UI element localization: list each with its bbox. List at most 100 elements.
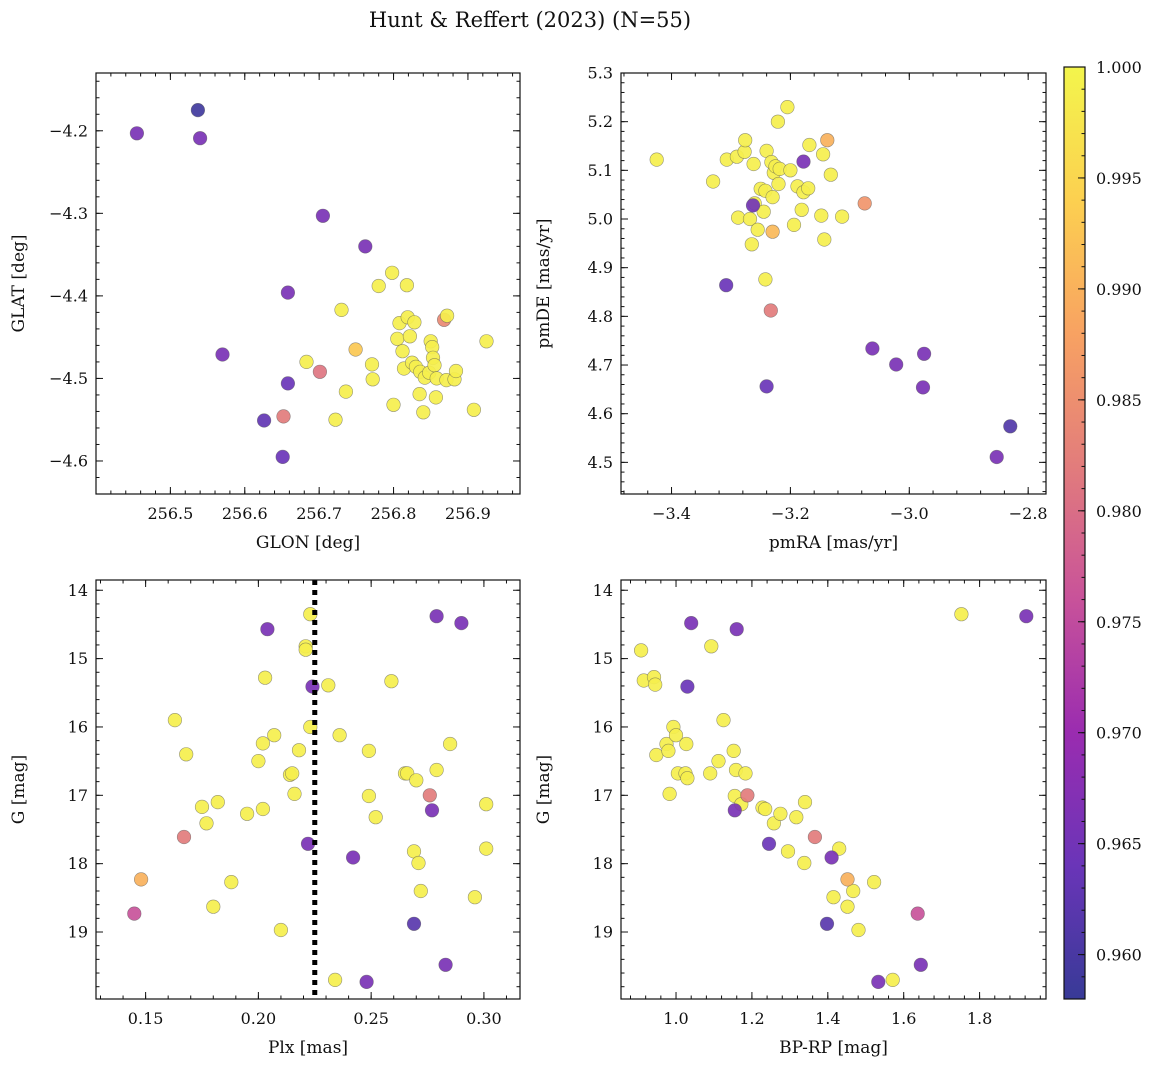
data-point	[871, 974, 886, 990]
data-point	[194, 799, 210, 815]
data-point	[298, 642, 313, 657]
data-point	[814, 208, 829, 223]
data-point	[704, 639, 719, 654]
data-point	[334, 302, 349, 318]
data-point	[727, 803, 742, 818]
y-tick-label: −4.5	[49, 369, 88, 388]
data-point	[440, 308, 455, 323]
y-tick-label: 14	[593, 581, 613, 600]
data-point	[348, 342, 363, 357]
data-point	[412, 387, 427, 402]
data-point	[705, 174, 721, 189]
data-point	[680, 771, 695, 786]
data-point	[321, 678, 336, 693]
data-point	[210, 794, 225, 810]
data-point	[989, 449, 1004, 465]
data-point	[744, 237, 759, 252]
data-point	[328, 972, 343, 988]
data-point	[648, 677, 663, 692]
data-point	[758, 801, 773, 817]
data-point	[448, 363, 464, 379]
data-point	[824, 850, 839, 865]
data-point	[240, 806, 255, 821]
data-point	[402, 329, 418, 344]
data-point	[1019, 609, 1034, 624]
data-point	[916, 346, 932, 361]
data-point	[466, 402, 482, 417]
x-tick-label: −3.2	[771, 504, 810, 523]
data-point	[361, 788, 377, 804]
colorbar-tick-label: 0.960	[1096, 946, 1142, 965]
x-tick-label: 1.6	[891, 1009, 916, 1028]
data-point	[765, 190, 780, 205]
x-axis-label: GLON [deg]	[256, 533, 360, 553]
y-tick-label: 18	[593, 854, 613, 873]
data-point	[746, 156, 761, 172]
x-tick-label: 256.8	[371, 504, 417, 523]
y-axis-label: pmDE [mas/yr]	[534, 218, 554, 348]
data-point	[820, 133, 835, 148]
data-point	[910, 906, 925, 921]
figure-title: Hunt & Reffert (2023) (N=55)	[369, 8, 691, 32]
axes-frame	[620, 72, 1047, 495]
x-tick-label: 0.20	[241, 1009, 277, 1028]
axes-frame	[95, 72, 521, 495]
data-point	[280, 376, 296, 391]
data-point	[801, 181, 816, 196]
x-tick-label: 0.30	[466, 1009, 502, 1028]
data-point	[865, 341, 880, 356]
data-point	[429, 609, 444, 624]
data-point	[386, 397, 401, 412]
data-point	[729, 622, 744, 637]
x-axis-label: pmRA [mas/yr]	[769, 533, 898, 553]
data-point	[273, 922, 289, 938]
data-point	[679, 736, 694, 752]
data-point	[224, 874, 239, 890]
data-point	[750, 222, 765, 237]
colorbar-tick-label: 0.990	[1096, 280, 1142, 299]
data-point	[759, 379, 774, 394]
data-point	[834, 209, 850, 224]
data-point	[780, 844, 796, 859]
y-tick-label: 4.6	[588, 404, 613, 423]
x-tick-label: 256.6	[222, 504, 268, 523]
y-tick-label: 15	[68, 649, 88, 668]
data-point	[285, 766, 300, 781]
data-point	[730, 210, 746, 225]
data-point	[364, 357, 380, 372]
data-point	[384, 674, 399, 689]
y-tick-label: 5.3	[588, 64, 613, 83]
y-axis-label: GLAT [deg]	[9, 234, 29, 332]
data-point	[819, 916, 835, 931]
data-point	[190, 102, 205, 118]
data-point	[134, 872, 149, 887]
data-point	[390, 331, 405, 346]
data-point	[275, 449, 290, 465]
data-point	[413, 883, 428, 899]
data-point	[756, 204, 771, 219]
y-tick-label: 14	[68, 581, 88, 600]
data-point	[416, 405, 431, 420]
colorbar-tick-label: 0.975	[1096, 613, 1142, 632]
data-point	[770, 114, 786, 129]
data-point	[127, 906, 142, 921]
data-point	[840, 872, 855, 887]
data-point	[193, 131, 208, 146]
data-point	[276, 409, 291, 424]
data-point	[796, 154, 811, 169]
y-tick-label: −4.3	[49, 204, 88, 223]
data-point	[291, 743, 307, 758]
data-point	[280, 285, 296, 300]
x-tick-label: 1.2	[739, 1009, 764, 1028]
data-point	[780, 99, 795, 115]
data-point	[915, 380, 931, 395]
data-point	[889, 357, 904, 372]
y-tick-label: −4.2	[49, 121, 88, 140]
data-point	[358, 239, 373, 254]
data-point	[885, 972, 900, 988]
data-point	[680, 679, 695, 694]
data-point	[359, 974, 374, 990]
data-point	[1003, 419, 1018, 434]
y-tick-label: 15	[593, 649, 613, 668]
data-point	[797, 794, 813, 810]
